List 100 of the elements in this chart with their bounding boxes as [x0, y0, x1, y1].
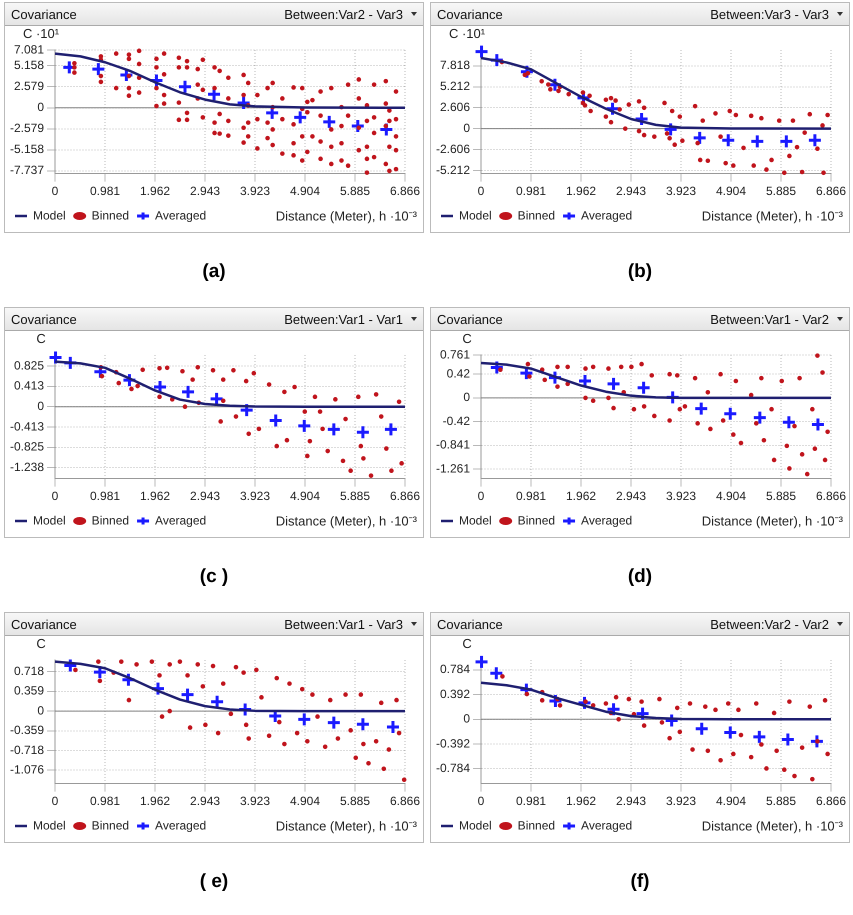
- y-tick-label: -5.158: [10, 142, 44, 156]
- x-axis-title: Distance (Meter), h ·10⁻³: [702, 818, 844, 834]
- x-tick-label: 5.885: [766, 794, 796, 808]
- x-tick-label: 0.981: [516, 489, 546, 504]
- legend-label: Averaged: [581, 208, 632, 222]
- y-tick-label: -0.825: [10, 440, 44, 454]
- x-tick-label: 4.904: [290, 794, 320, 808]
- y-tick-label: 0: [37, 703, 44, 718]
- text: (f): [630, 871, 650, 893]
- x-tick-label: 6.866: [816, 184, 846, 198]
- legend-label: Model: [459, 208, 492, 222]
- y-tick-label: 7.081: [14, 42, 44, 56]
- y-tick-label: 7.818: [440, 58, 470, 72]
- y-axis-title: C: [462, 331, 472, 346]
- legend-label: Binned: [92, 513, 130, 528]
- y-tick-label: 0: [463, 390, 470, 404]
- chart-subtitle: Between:Var1 - Var1: [284, 312, 403, 326]
- y-tick-label: 0: [37, 100, 44, 114]
- y-tick-label: -2.606: [436, 142, 470, 156]
- y-tick-label: -2.579: [10, 121, 44, 136]
- x-tick-label: 4.904: [716, 489, 746, 504]
- y-tick-label: 2.579: [14, 79, 44, 94]
- x-tick-label: 4.904: [290, 184, 320, 198]
- text: (a): [201, 261, 227, 283]
- x-tick-label: 0: [478, 794, 485, 808]
- x-tick-label: 3.923: [666, 489, 696, 504]
- legend-label: Binned: [518, 818, 556, 832]
- x-axis-title: Distance (Meter), h ·10⁻³: [702, 208, 844, 224]
- y-tick-label: 0.359: [14, 684, 44, 698]
- x-tick-label: 0.981: [90, 794, 120, 808]
- x-tick-label: 2.943: [190, 489, 220, 504]
- chart-subtitle: Between:Var2 - Var2: [710, 616, 829, 632]
- x-tick-label: 0: [478, 489, 485, 504]
- y-tick-label: 5.212: [440, 79, 470, 94]
- x-tick-label: 2.943: [190, 794, 220, 808]
- text: ( e): [198, 871, 230, 893]
- x-tick-label: 5.885: [766, 489, 796, 504]
- y-tick-label: 0.784: [440, 662, 470, 676]
- x-tick-label: 0.981: [90, 489, 120, 504]
- x-tick-label: 5.885: [766, 184, 796, 198]
- legend-label: Model: [33, 208, 66, 222]
- x-tick-label: 0: [478, 184, 485, 198]
- y-axis-title: C ·10¹: [22, 26, 60, 41]
- legend-label: Averaged: [155, 818, 206, 832]
- legend-label: Binned: [518, 208, 556, 222]
- chart-subtitle: Between:Var2 - Var3: [284, 6, 403, 22]
- legend-label: Averaged: [155, 513, 206, 528]
- text: (d): [626, 566, 654, 588]
- x-tick-label: 4.904: [716, 794, 746, 808]
- x-axis-title: Distance (Meter), h ·10⁻³: [276, 818, 418, 834]
- x-axis-title: Distance (Meter), h ·10⁻³: [276, 514, 418, 529]
- x-tick-label: 5.885: [340, 794, 370, 808]
- y-tick-label: -0.359: [10, 723, 44, 738]
- x-tick-label: 0: [52, 489, 59, 504]
- y-axis-title: C: [36, 636, 46, 651]
- y-tick-label: -0.718: [10, 742, 44, 757]
- chart-title: Covariance: [437, 312, 503, 326]
- y-tick-label: -0.42: [442, 414, 470, 428]
- text: (c ): [198, 566, 230, 588]
- chart-title: Covariance: [11, 312, 77, 326]
- x-tick-label: 0.981: [516, 794, 546, 808]
- y-axis-title: C: [36, 331, 46, 346]
- text: (b): [626, 261, 654, 283]
- x-tick-label: 3.923: [240, 184, 270, 198]
- x-tick-label: 2.943: [616, 184, 646, 198]
- x-tick-label: 1.962: [140, 794, 170, 808]
- x-tick-label: 3.923: [666, 794, 696, 808]
- x-tick-label: 6.866: [390, 794, 420, 808]
- chart-subtitle: Between:Var1 - Var3: [284, 616, 403, 632]
- chart-subtitle: Between:Var3 - Var3: [710, 6, 829, 22]
- x-tick-label: 1.962: [566, 489, 596, 504]
- y-tick-label: -1.238: [10, 460, 44, 474]
- y-tick-label: 0.413: [14, 378, 44, 393]
- x-tick-label: 1.962: [140, 184, 170, 198]
- x-tick-label: 4.904: [716, 184, 746, 198]
- x-tick-label: 6.866: [390, 489, 420, 504]
- y-tick-label: 5.158: [14, 58, 44, 72]
- legend-label: Binned: [92, 818, 130, 832]
- x-tick-label: 6.866: [390, 184, 420, 198]
- legend-label: Model: [459, 818, 492, 832]
- y-tick-label: -7.737: [10, 163, 44, 178]
- x-tick-label: 3.923: [666, 184, 696, 198]
- y-tick-label: -1.076: [10, 762, 44, 777]
- x-tick-label: 0: [52, 794, 59, 808]
- y-tick-label: 0.392: [440, 686, 470, 701]
- y-tick-label: 2.606: [440, 100, 470, 114]
- legend-label: Averaged: [581, 513, 632, 528]
- y-tick-label: -1.261: [436, 461, 470, 476]
- chart-title: Covariance: [11, 6, 77, 22]
- y-tick-label: 0: [37, 399, 44, 414]
- x-tick-label: 3.923: [240, 489, 270, 504]
- legend-label: Binned: [518, 513, 556, 528]
- x-tick-label: 6.866: [816, 794, 846, 808]
- x-tick-label: 5.885: [340, 489, 370, 504]
- legend-label: Model: [459, 513, 492, 528]
- x-tick-label: 5.885: [340, 184, 370, 198]
- chart-title: Covariance: [437, 6, 503, 22]
- x-tick-label: 4.904: [290, 489, 320, 504]
- y-tick-label: -0.413: [10, 419, 44, 434]
- legend-label: Averaged: [581, 818, 632, 832]
